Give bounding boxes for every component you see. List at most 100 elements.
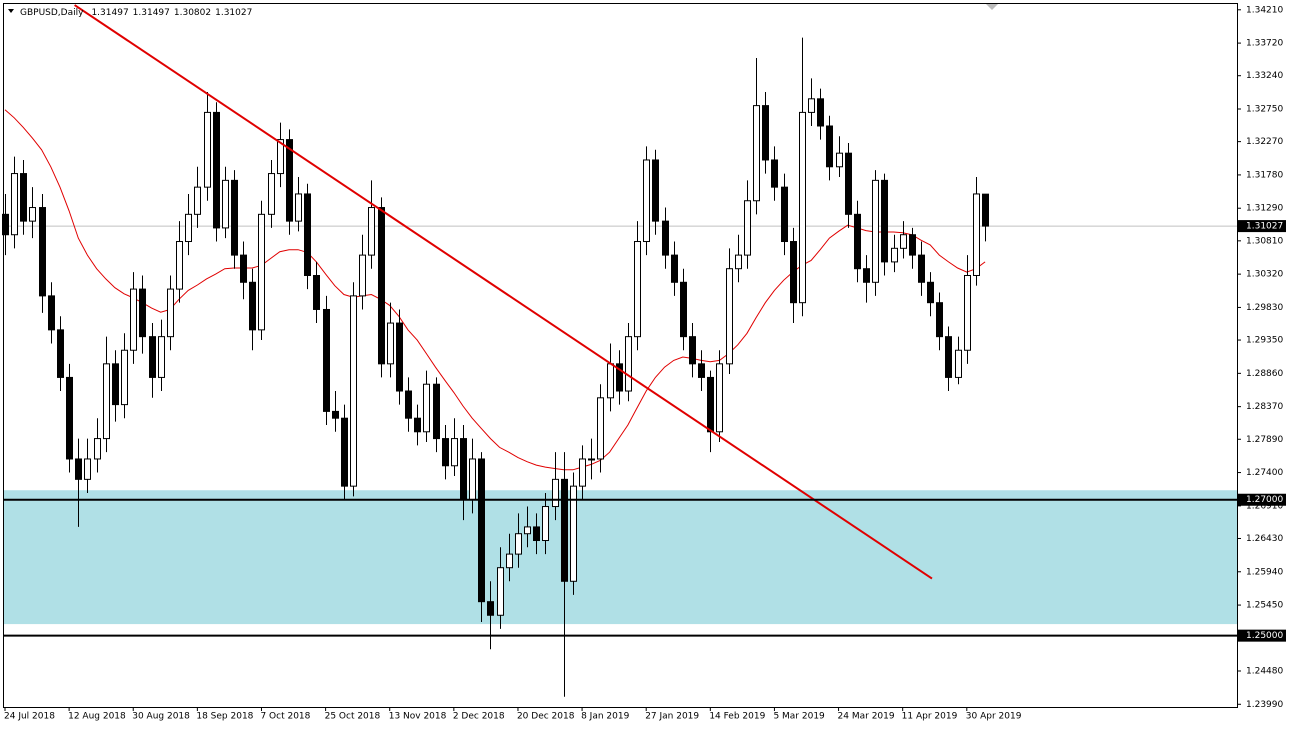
header-high: 1.31497 [133, 8, 170, 18]
y-tick-label: 1.29350 [1246, 336, 1283, 346]
candle-body [277, 139, 284, 175]
candle-body [423, 383, 430, 433]
x-tick-label: 5 Mar 2019 [773, 712, 825, 722]
candle-body [607, 363, 614, 399]
candle-body [597, 397, 604, 460]
candle-body [29, 207, 36, 222]
y-tick-label: 1.33720 [1246, 39, 1283, 49]
candle-body [304, 193, 311, 276]
header-open: 1.31497 [91, 8, 128, 18]
price-tag [1238, 493, 1286, 506]
candle-body [487, 601, 494, 616]
candle-body [542, 506, 549, 542]
price-tag [1238, 629, 1286, 642]
candle-body [817, 98, 824, 127]
candle-body [662, 220, 669, 256]
candle-body [570, 485, 577, 582]
candle-body [616, 363, 623, 392]
x-tick-label: 8 Jan 2019 [581, 712, 629, 722]
candle-body [387, 322, 394, 365]
candle-body [680, 281, 687, 338]
candle-body [75, 458, 82, 480]
price-tag-label: 1.31027 [1246, 222, 1283, 232]
x-tick-label: 24 Mar 2019 [838, 712, 895, 722]
candle-body [112, 363, 119, 406]
candle-body [707, 376, 714, 433]
y-tick-label: 1.27400 [1246, 468, 1283, 478]
candle-body [396, 322, 403, 392]
y-tick-label: 1.34210 [1246, 5, 1283, 15]
candle-body [891, 247, 898, 263]
candle-body [497, 567, 504, 616]
candle-body [158, 336, 165, 378]
candle-body [11, 173, 18, 236]
x-tick-label: 20 Dec 2018 [517, 712, 575, 722]
candle-body [176, 241, 183, 290]
candle-body [295, 193, 302, 222]
x-tick-label: 25 Oct 2018 [325, 712, 381, 722]
y-tick-label: 1.27890 [1246, 435, 1283, 445]
candle-body [442, 438, 449, 467]
candle-body [881, 179, 888, 263]
candle-body [771, 159, 778, 188]
candle-body [744, 200, 751, 256]
candle-body [790, 241, 797, 304]
y-tick-label: 1.31290 [1246, 204, 1283, 214]
front-layer: 1.34210 1.33720 1.33240 1.32750 1.32270 1.317… [2, 4, 1286, 722]
candle-body [368, 207, 375, 256]
candle-body [433, 383, 440, 440]
candle-body [515, 533, 522, 555]
shift-marker [986, 4, 998, 10]
candle-body [48, 295, 55, 331]
candle-body [753, 105, 760, 202]
candle-body [332, 410, 339, 419]
candle-body [341, 417, 348, 487]
candle-body [94, 438, 101, 460]
candle-body [2, 213, 9, 236]
candle-body [561, 478, 568, 582]
x-tick-label: 2 Dec 2018 [453, 712, 505, 722]
candle-body [671, 254, 678, 283]
menu-arrow [8, 9, 14, 13]
candle-body [378, 207, 385, 365]
trendline [74, 4, 933, 580]
candle-body [506, 553, 513, 569]
y-tick-label: 1.26910 [1246, 501, 1283, 511]
candle-body [323, 308, 330, 412]
candle-body [39, 207, 46, 297]
candle-body [698, 363, 705, 378]
candle-body [478, 458, 485, 603]
candle-body [854, 213, 861, 270]
y-tick-label: 1.29830 [1246, 303, 1283, 313]
candle-body [20, 173, 27, 222]
candle-body [185, 213, 192, 243]
candle-body [781, 186, 788, 243]
y-tick-label: 1.30810 [1246, 236, 1283, 246]
plot-frame [3, 3, 1238, 708]
y-tick-label: 1.33240 [1246, 71, 1283, 81]
candle-body [313, 274, 320, 310]
header-close: 1.31027 [215, 8, 252, 18]
x-tick-label: 7 Oct 2018 [260, 712, 310, 722]
back-layer [4, 109, 1237, 625]
candle-body [451, 438, 458, 467]
price-tag-label: 1.25000 [1246, 631, 1283, 641]
candle-body [588, 458, 595, 461]
candle-body [982, 193, 989, 227]
candle-body [204, 111, 211, 188]
x-tick-label: 13 Nov 2018 [389, 712, 447, 722]
x-tick-label: 27 Jan 2019 [645, 712, 699, 722]
candle-body [130, 288, 137, 351]
candle-body [405, 390, 412, 419]
y-tick-label: 1.32270 [1246, 137, 1283, 147]
candle-body [231, 179, 238, 256]
candle-body [469, 458, 476, 501]
y-tick-label: 1.31780 [1246, 170, 1283, 180]
candle-body [955, 349, 962, 378]
candle-body [359, 254, 366, 297]
candle-body [414, 417, 421, 433]
candle-body [249, 281, 256, 331]
candle-body [808, 98, 815, 113]
candle-body [167, 288, 174, 338]
